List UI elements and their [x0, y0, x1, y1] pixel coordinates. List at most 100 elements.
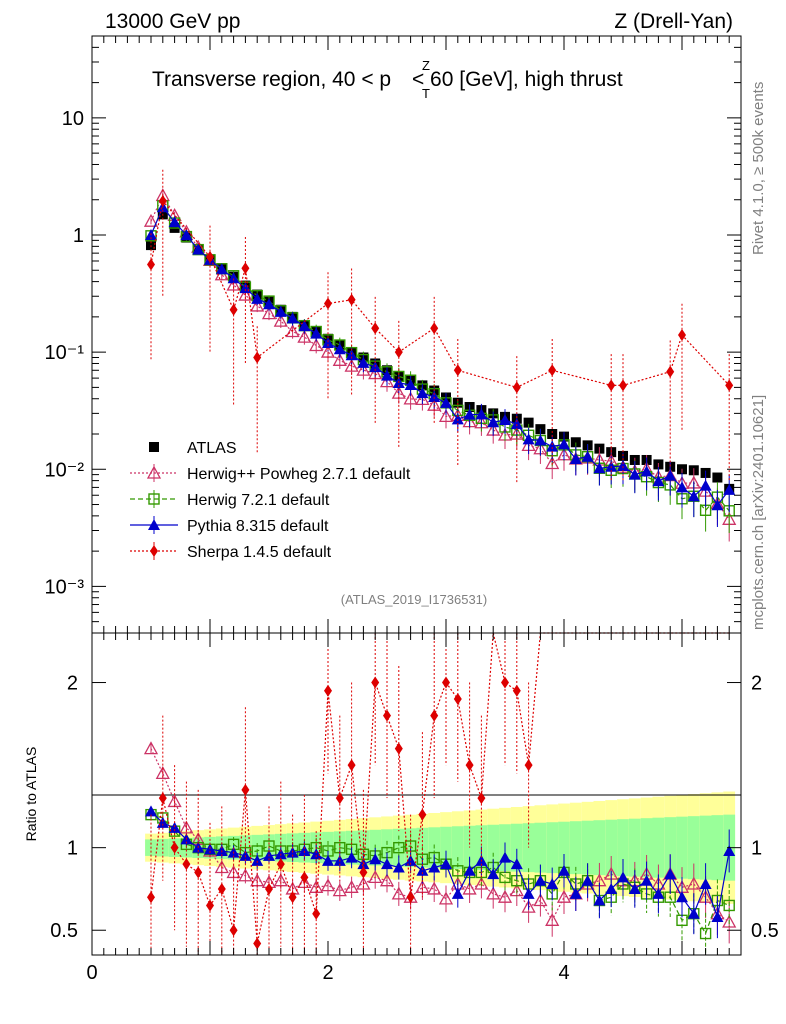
ratio-point	[533, 893, 548, 907]
ratio-point	[168, 821, 181, 833]
ratio-band-stat	[687, 816, 700, 880]
data-point	[273, 313, 288, 327]
ratio-point	[288, 891, 297, 904]
header-right: Z (Drell-Yan)	[614, 10, 733, 33]
ratio-point	[486, 886, 501, 900]
ratio-point	[143, 741, 159, 755]
legend-label: Herwig 7.2.1 default	[187, 492, 330, 509]
data-point	[404, 378, 417, 390]
ratio-point	[394, 742, 403, 755]
ratio-band-stat	[605, 819, 618, 876]
ratio-point	[477, 792, 486, 805]
data-point	[512, 381, 521, 394]
ratio-point	[640, 874, 653, 886]
legend: ATLAS Herwig++ Powheg 2.7.1 default Herwig…	[130, 440, 411, 561]
ratio-point	[345, 851, 358, 863]
ratio-point	[711, 911, 724, 923]
ratio-point	[497, 889, 513, 903]
data-point	[546, 440, 559, 452]
ratio-point	[581, 874, 594, 886]
series-4	[147, 169, 734, 484]
data-point	[379, 374, 395, 388]
data-point	[356, 362, 371, 376]
title-main: Transverse region, 40 < p	[152, 68, 391, 91]
data-point	[666, 365, 675, 378]
data-point	[438, 409, 454, 423]
data-point	[180, 229, 193, 241]
ratio-band-stat	[534, 822, 547, 873]
data-point	[332, 352, 347, 366]
main-series	[143, 169, 737, 542]
data-point	[297, 329, 312, 343]
ratio-point	[179, 820, 194, 834]
ratio-point	[487, 868, 500, 880]
legend-marker	[146, 465, 162, 479]
data-point	[664, 469, 677, 481]
ratio-point	[438, 891, 454, 905]
y-tick-label: 10	[62, 108, 84, 130]
ratio-point	[265, 882, 273, 895]
ratio-point	[617, 871, 629, 883]
data-point	[251, 292, 264, 304]
ratio-point	[229, 924, 238, 937]
ratio-point	[676, 891, 688, 903]
legend-item-0: ATLAS	[149, 440, 237, 457]
ratio-point	[381, 858, 393, 870]
data-point	[569, 452, 582, 464]
ratio-y-tick-label-right: 2	[751, 673, 762, 695]
data-point	[687, 490, 700, 502]
y-tick-label: 10⁻¹	[45, 342, 85, 364]
ratio-band-stat	[451, 826, 464, 870]
data-point	[487, 416, 500, 428]
ratio-band-stat	[652, 817, 665, 878]
data-point	[347, 293, 356, 306]
ratio-point	[442, 676, 450, 689]
ratio-y-tick-label: 0.5	[50, 920, 78, 942]
ratio-point	[170, 841, 179, 854]
ratio-point	[723, 899, 735, 912]
data-point	[227, 272, 240, 284]
ratio-point	[312, 907, 321, 920]
data-point	[545, 456, 560, 470]
ratio-band-stat	[640, 818, 653, 878]
data-point	[711, 499, 724, 511]
ratio-point	[453, 693, 462, 706]
legend-label: Herwig++ Powheg 2.7.1 default	[187, 466, 411, 483]
data-point	[581, 450, 594, 462]
data-point	[510, 418, 523, 430]
ratio-point	[145, 805, 157, 817]
ratio-point	[418, 808, 427, 821]
ratio-point	[452, 865, 464, 877]
data-point	[440, 396, 452, 408]
ratio-point	[416, 864, 429, 876]
ratio-point	[664, 868, 677, 880]
ratio-y-tick-label-right: 1	[751, 838, 762, 860]
ratio-point	[723, 844, 736, 856]
data-point	[345, 349, 358, 361]
data-point	[285, 324, 300, 338]
data-point	[593, 462, 606, 474]
ratio-point	[182, 858, 191, 871]
ratio-point	[463, 864, 476, 876]
data-point	[570, 437, 581, 448]
ratio-point	[335, 792, 344, 805]
data-point	[215, 263, 228, 275]
x-tick-label: 2	[322, 962, 333, 984]
ratio-point	[524, 759, 533, 772]
ratio-point	[501, 676, 509, 689]
data-point	[640, 465, 653, 477]
data-point	[168, 216, 181, 228]
ratio-panel-frame	[91, 632, 742, 956]
rivet-label: Rivet 4.1.0, ≥ 500k events	[750, 82, 767, 255]
ratio-point	[383, 709, 391, 722]
ratio-point	[605, 882, 618, 894]
ratio-point	[521, 899, 536, 913]
ratio-band-stat	[664, 817, 677, 879]
ratio-band-stat	[617, 819, 629, 877]
ratio-band-stat	[251, 834, 264, 861]
ratio-point	[593, 894, 606, 906]
ratio-point	[465, 759, 474, 772]
ratio-band-stat	[510, 823, 523, 872]
ratio-band-stat	[628, 818, 641, 877]
legend-item-2: Herwig 7.2.1 default	[130, 490, 330, 509]
